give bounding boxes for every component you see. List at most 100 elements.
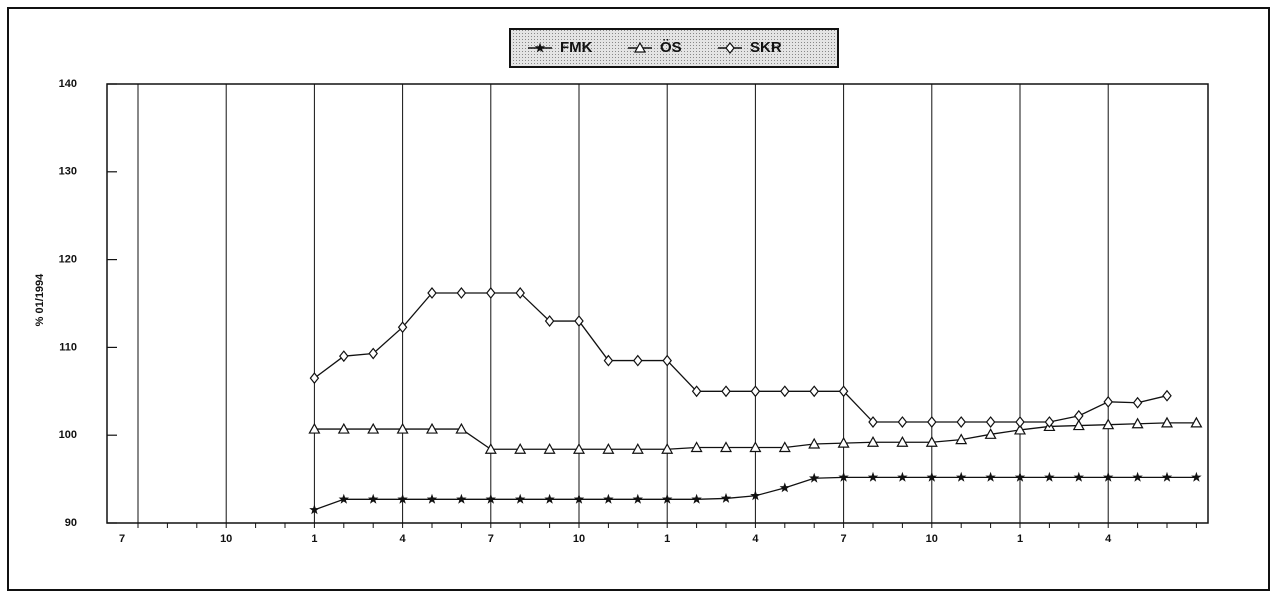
point	[368, 493, 379, 504]
point	[309, 504, 320, 515]
point	[809, 472, 820, 483]
x-tick-label: 4	[400, 533, 407, 545]
y-tick-label: 140	[59, 78, 77, 90]
point	[1160, 416, 1174, 428]
frame	[7, 7, 1270, 591]
point	[897, 416, 908, 428]
legend-marker	[534, 42, 546, 53]
point	[896, 435, 909, 447]
point	[691, 385, 702, 398]
point	[425, 422, 439, 434]
point	[867, 471, 879, 482]
point	[838, 471, 849, 482]
point	[808, 437, 821, 449]
point	[749, 441, 762, 453]
point	[956, 471, 967, 482]
y-axis-label: % 01/1994	[34, 273, 46, 326]
point	[719, 441, 733, 453]
point	[486, 287, 496, 299]
y-tick-label: 100	[59, 429, 77, 441]
point	[456, 287, 467, 299]
point	[544, 493, 555, 504]
point	[1102, 418, 1115, 430]
legend-marker	[725, 42, 735, 54]
point	[338, 493, 349, 504]
point	[985, 416, 996, 428]
point	[631, 443, 644, 454]
point	[1014, 471, 1026, 482]
point	[515, 493, 526, 504]
x-tick-label: 7	[488, 533, 494, 545]
point	[544, 315, 555, 328]
point	[866, 435, 880, 447]
point	[926, 471, 937, 482]
point	[632, 493, 643, 504]
point	[985, 471, 996, 482]
point	[367, 422, 380, 434]
point	[1103, 471, 1114, 482]
legend-label: SKR	[750, 39, 782, 56]
point	[1044, 416, 1055, 428]
legend-label: FMK	[560, 39, 593, 56]
point	[397, 321, 408, 334]
point	[780, 385, 790, 398]
point	[956, 416, 966, 428]
x-tick-label: 7	[841, 533, 847, 545]
x-tick-label: 10	[573, 533, 585, 545]
point	[1132, 396, 1143, 409]
point	[1015, 416, 1025, 428]
point	[779, 482, 790, 493]
point	[574, 315, 584, 328]
point	[397, 493, 408, 504]
point	[368, 347, 378, 360]
point	[514, 443, 527, 454]
point	[1190, 416, 1203, 428]
point	[1044, 471, 1055, 482]
point	[308, 422, 321, 434]
legend-label: ÖS	[660, 39, 682, 56]
point	[455, 422, 468, 434]
point	[337, 422, 350, 434]
point	[603, 493, 614, 504]
point	[456, 493, 467, 504]
point	[1161, 471, 1173, 482]
point	[750, 490, 761, 501]
point	[955, 433, 968, 445]
x-tick-label: 4	[752, 533, 759, 545]
point	[485, 493, 496, 504]
legend	[509, 28, 839, 68]
point	[927, 416, 937, 428]
point	[1073, 471, 1084, 482]
point	[809, 385, 819, 398]
point	[603, 354, 614, 367]
x-tick-label: 10	[926, 533, 938, 545]
point	[1074, 409, 1084, 422]
x-tick-label: 7	[119, 533, 125, 545]
point	[984, 428, 997, 439]
point	[573, 493, 585, 504]
point	[1162, 389, 1172, 402]
point	[778, 441, 791, 453]
point	[897, 471, 908, 482]
y-tick-label: 90	[65, 517, 77, 529]
y-tick-label: 110	[59, 341, 77, 353]
point	[633, 354, 643, 367]
point	[426, 493, 438, 504]
y-tick-label: 120	[59, 254, 77, 266]
point	[662, 493, 673, 504]
point	[662, 354, 672, 367]
point	[309, 372, 320, 385]
x-tick-label: 4	[1105, 533, 1112, 545]
point	[1072, 419, 1085, 431]
point	[690, 441, 703, 453]
point	[691, 493, 702, 504]
point	[1191, 471, 1202, 482]
point	[427, 287, 437, 299]
point	[1103, 395, 1113, 408]
point	[484, 443, 497, 454]
plot-area	[106, 83, 1209, 524]
x-tick-label: 10	[220, 533, 232, 545]
point	[572, 443, 586, 454]
x-tick-label: 1	[1017, 533, 1023, 545]
point	[868, 416, 878, 428]
